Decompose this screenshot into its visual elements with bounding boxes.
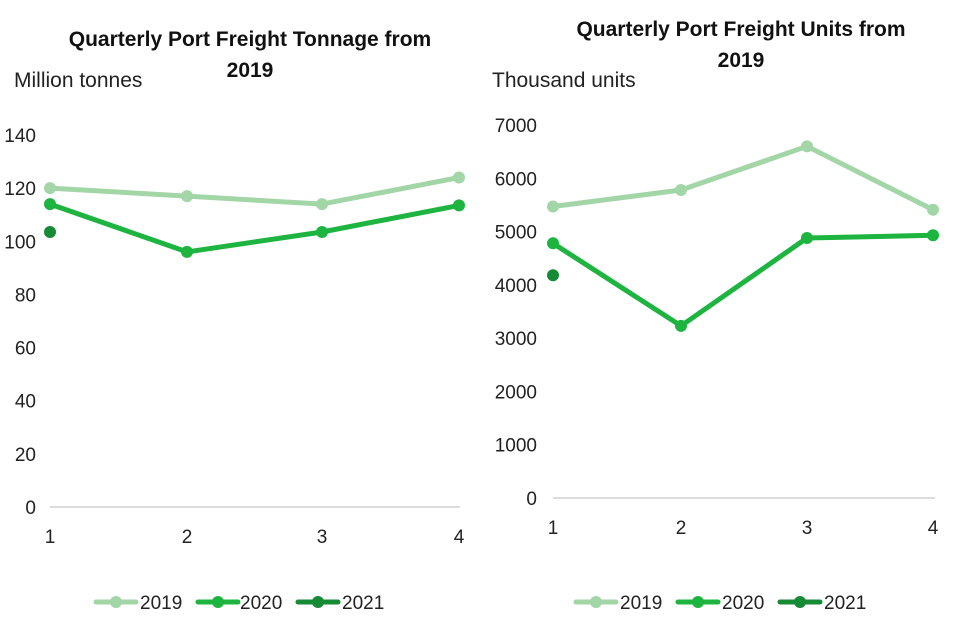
series-line-2020 — [47, 201, 462, 255]
legend-label: 2021 — [824, 593, 866, 614]
data-point-2021 — [547, 269, 559, 282]
x-tick-label: 2 — [182, 527, 193, 548]
legend-swatch-marker — [692, 596, 704, 608]
data-point-2019 — [181, 190, 193, 203]
data-point-2020 — [675, 319, 687, 332]
data-point-2019 — [547, 200, 559, 213]
data-point-2020 — [547, 237, 559, 250]
series-line-2019 — [550, 143, 936, 213]
legend-label: 2019 — [620, 593, 662, 614]
chart-title-line: 2019 — [718, 49, 765, 72]
series-line-2020 — [550, 232, 936, 329]
y-tick-label: 4000 — [495, 276, 537, 297]
legend-label: 2020 — [722, 593, 764, 614]
x-tick-label: 3 — [317, 527, 328, 548]
y-tick-label: 0 — [526, 489, 537, 510]
legend-swatch-marker — [212, 596, 224, 608]
data-point-2019 — [675, 184, 687, 197]
data-point-2020 — [44, 198, 56, 211]
x-tick-label: 4 — [454, 527, 465, 548]
data-point-2020 — [801, 231, 813, 244]
data-point-2020 — [316, 225, 328, 238]
legend-label: 2019 — [140, 593, 182, 614]
legend-swatch-marker — [312, 596, 324, 608]
data-point-2019 — [316, 198, 328, 211]
chart-title-line: Quarterly Port Freight Units from — [576, 18, 905, 41]
legend-swatch-marker — [794, 596, 806, 608]
y-tick-label: 60 — [15, 339, 36, 360]
data-point-2020 — [453, 199, 465, 212]
data-point-2019 — [927, 203, 939, 216]
y-tick-label: 140 — [4, 126, 36, 147]
y-tick-label: 20 — [15, 445, 36, 466]
x-tick-label: 1 — [45, 527, 56, 548]
y-tick-labels: 0 1000 2000 3000 4000 5000 6000 7000 — [495, 116, 537, 510]
legend-label: 2021 — [342, 593, 384, 614]
y-axis-label: Million tonnes — [14, 69, 142, 92]
x-tick-label: 3 — [802, 518, 813, 539]
y-axis-label: Thousand units — [492, 69, 636, 92]
chart-title-line: Quarterly Port Freight Tonnage from — [69, 28, 431, 51]
plot-area — [547, 140, 939, 332]
data-point-2019 — [801, 140, 813, 153]
legend-swatch-marker — [590, 596, 602, 608]
series-line-2019 — [47, 175, 462, 207]
plot-area — [44, 171, 465, 258]
y-tick-label: 1000 — [495, 436, 537, 457]
x-tick-labels: 1 2 3 4 — [548, 518, 939, 539]
y-tick-label: 5000 — [495, 223, 537, 244]
y-tick-label: 7000 — [495, 116, 537, 137]
chart-tonnage: Quarterly Port Freight Tonnage from 2019… — [4, 28, 465, 614]
x-tick-label: 2 — [676, 518, 687, 539]
y-tick-label: 6000 — [495, 169, 537, 190]
y-tick-label: 120 — [4, 179, 36, 200]
legend: 2019 2020 2021 — [93, 593, 384, 614]
chart-title-line: 2019 — [227, 59, 274, 82]
x-tick-label: 1 — [548, 518, 559, 539]
y-tick-label: 2000 — [495, 382, 537, 403]
data-point-2021 — [44, 225, 56, 238]
data-point-2019 — [44, 182, 56, 195]
y-tick-labels: 0 20 40 60 80 100 120 140 — [4, 126, 36, 519]
x-tick-labels: 1 2 3 4 — [45, 527, 465, 548]
y-tick-label: 40 — [15, 392, 36, 413]
y-tick-label: 100 — [4, 232, 36, 253]
legend-swatch-marker — [110, 596, 122, 608]
y-tick-label: 0 — [25, 498, 36, 519]
data-point-2020 — [181, 245, 193, 258]
legend: 2019 2020 2021 — [573, 593, 866, 614]
y-tick-label: 3000 — [495, 329, 537, 350]
data-point-2019 — [453, 171, 465, 184]
chart-units: Quarterly Port Freight Units from 2019 T… — [492, 18, 939, 614]
data-point-2020 — [927, 229, 939, 242]
x-tick-label: 4 — [928, 518, 939, 539]
legend-label: 2020 — [240, 593, 282, 614]
y-tick-label: 80 — [15, 285, 36, 306]
